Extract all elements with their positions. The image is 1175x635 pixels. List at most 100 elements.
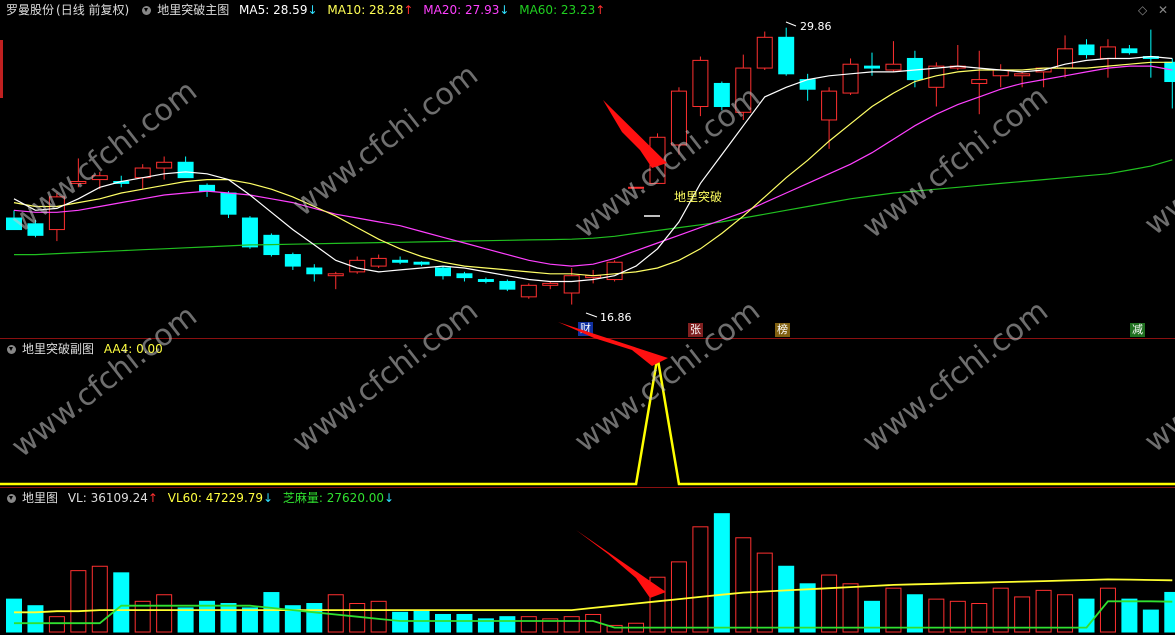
volume-bar	[864, 600, 880, 633]
candle-body	[563, 275, 580, 294]
ma20-line	[13, 65, 1173, 267]
indicator-menu-icon[interactable]	[142, 6, 152, 15]
volume-bar	[992, 587, 1009, 633]
ma20-value: MA20: 27.93	[423, 3, 500, 17]
stock-name[interactable]: 罗曼股份	[6, 3, 55, 17]
candle-body	[177, 161, 194, 179]
volume-bar	[606, 624, 623, 633]
high-price-label: 29.86	[800, 20, 832, 33]
high-pointer	[785, 21, 797, 27]
candle-body	[1078, 44, 1095, 56]
volume-bar	[48, 616, 65, 633]
candle-body	[70, 180, 87, 184]
main-indicator-name[interactable]: 地里突破主图	[157, 3, 230, 17]
volume-panel[interactable]: 地里图 VL: 36109.24↑ VL60: 47229.79↓ 芝麻量: 2…	[0, 488, 1175, 635]
aa4-chart[interactable]	[0, 339, 1175, 487]
volume-bar	[713, 513, 730, 633]
candle-body	[306, 267, 323, 275]
candle-body	[735, 67, 752, 113]
candle-body	[370, 257, 387, 267]
low-pointer	[585, 312, 598, 318]
low-price-label: 16.86	[600, 311, 632, 324]
candle-body	[413, 261, 430, 265]
volume-bar	[435, 613, 451, 633]
candle-body	[864, 65, 880, 69]
volume-bar	[1142, 609, 1159, 633]
volume-bar	[370, 600, 387, 633]
zhima-down-icon: ↓	[384, 491, 395, 505]
volume-bar	[392, 611, 409, 633]
aa4-value: AA4: 0.00	[103, 342, 163, 356]
vl60-down-icon: ↓	[263, 491, 274, 505]
volume-bar	[971, 603, 988, 633]
volume-bar	[1014, 596, 1031, 633]
candle-body	[692, 59, 709, 108]
volume-indicator-menu-icon[interactable]	[7, 494, 16, 503]
candle-body	[1014, 73, 1031, 77]
left-scroll-marker[interactable]	[0, 40, 3, 98]
volume-bar	[113, 572, 130, 633]
main-price-panel[interactable]: 罗曼股份 (日线 前复权) 地里突破主图 MA5: 28.59↓ MA10: 28.…	[0, 0, 1175, 338]
volume-bar	[241, 607, 258, 633]
volume-bar	[542, 618, 559, 633]
ma5-down-icon: ↓	[307, 3, 318, 17]
volume-bar	[949, 600, 966, 633]
signal-label: 地里突破	[674, 190, 723, 204]
sub-indicator-menu-icon[interactable]	[7, 345, 16, 354]
volume-bar	[499, 616, 516, 633]
candle-body	[91, 175, 108, 181]
tag-bang[interactable]: 榜	[775, 323, 790, 337]
ma60-up-icon: ↑	[595, 3, 606, 17]
candle-body	[156, 161, 173, 169]
panel-diamond-icon[interactable]: ◇	[1138, 3, 1148, 17]
candle-body	[756, 36, 773, 69]
candle-body	[1099, 46, 1116, 59]
candle-body	[435, 267, 451, 277]
volume-header: 地里图 VL: 36109.24↑ VL60: 47229.79↓ 芝麻量: 2…	[0, 488, 400, 508]
volume-bar	[27, 605, 44, 633]
candle-body	[349, 259, 366, 273]
volume-bar	[6, 598, 22, 633]
candle-body	[885, 63, 902, 71]
ma10-up-icon: ↑	[403, 3, 414, 17]
tag-jian[interactable]: 减	[1130, 323, 1145, 337]
candle-body	[48, 196, 65, 231]
candle-body	[284, 254, 301, 267]
volume-bar	[799, 583, 816, 633]
tag-cai[interactable]: 财	[578, 322, 593, 336]
panel-close-icon[interactable]: ✕	[1158, 3, 1169, 17]
candle-body	[971, 79, 988, 84]
tag-zhang[interactable]: 张	[688, 323, 703, 337]
volume-indicator-name[interactable]: 地里图	[22, 491, 59, 505]
period-label[interactable]: (日线 前复权)	[56, 3, 130, 17]
volume-bar	[778, 565, 795, 633]
volume-bar	[1121, 598, 1138, 633]
volume-bar	[199, 600, 216, 633]
sub-indicator-panel[interactable]: 地里突破副图 AA4: 0.00	[0, 339, 1175, 487]
vl-value: VL: 36109.24	[67, 491, 148, 505]
volume-bar	[692, 526, 709, 633]
vl60-line	[14, 578, 1173, 614]
candle-body	[1164, 61, 1175, 83]
candle-body	[842, 63, 859, 94]
volume-chart[interactable]	[0, 488, 1175, 635]
candle-body	[713, 82, 730, 108]
main-header: 罗曼股份 (日线 前复权) 地里突破主图 MA5: 28.59↓ MA10: 28.…	[0, 0, 611, 20]
candle-body	[327, 273, 344, 277]
volume-bar	[1164, 591, 1175, 633]
candle-body	[520, 284, 537, 298]
sub-indicator-name[interactable]: 地里突破副图	[22, 342, 95, 356]
volume-bar	[177, 607, 194, 633]
volume-bar	[520, 616, 537, 633]
zhima-line	[14, 600, 1173, 629]
candle-body	[477, 279, 494, 282]
ma60-value: MA60: 23.23	[519, 3, 596, 17]
candle-body	[220, 192, 237, 215]
candle-body	[1121, 48, 1138, 54]
candlestick-chart[interactable]	[0, 0, 1175, 338]
candle-body	[199, 184, 216, 192]
ma5-line	[13, 55, 1173, 283]
candle-body	[628, 186, 645, 189]
volume-bar	[563, 616, 580, 633]
volume-bar	[284, 605, 301, 633]
